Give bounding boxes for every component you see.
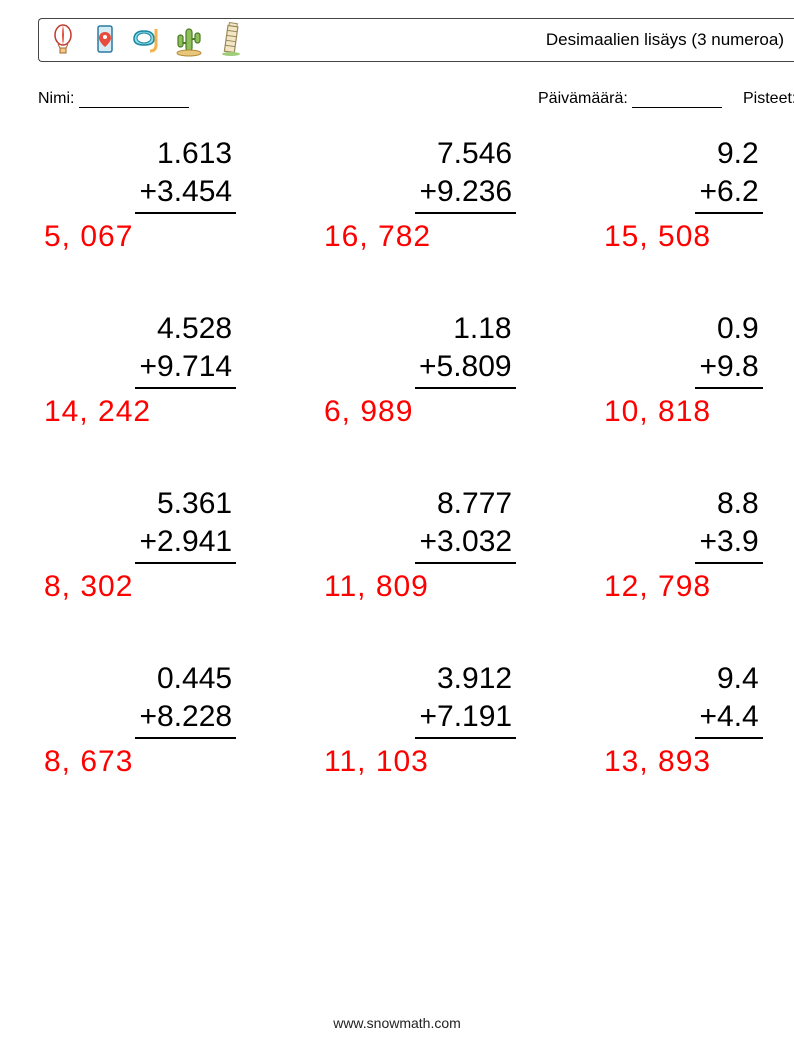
score-field: Pisteet: [743, 90, 794, 108]
problem-cell: 8.8+3.9 12, 798 [600, 485, 794, 660]
problem-answer: 12, 798 [600, 568, 794, 606]
problem-cell: 5.361+2.941 8, 302 [40, 485, 320, 660]
operand-bottom: +9.8 [699, 348, 759, 386]
operand-top: 9.2 [699, 135, 759, 173]
operand-top: 7.546 [419, 135, 512, 173]
problem-operands: 0.9+9.8 [695, 310, 763, 389]
operand-top: 0.9 [699, 310, 759, 348]
problems-grid: 1.613+3.4545, 0677.546+9.23616, 7829.2+6… [40, 135, 794, 835]
operand-bottom: +2.941 [139, 523, 232, 561]
operand-bottom: +4.4 [699, 698, 759, 736]
problem-operands: 1.18+5.809 [415, 310, 516, 389]
operand-top: 1.18 [419, 310, 512, 348]
operand-top: 1.613 [139, 135, 232, 173]
problem-cell: 0.445+8.228 8, 673 [40, 660, 320, 835]
operand-bottom: +3.9 [699, 523, 759, 561]
problem-operands: 0.445+8.228 [135, 660, 236, 739]
operand-bottom: +3.032 [419, 523, 512, 561]
operand-top: 3.912 [419, 660, 512, 698]
pisa-tower-icon [213, 22, 249, 58]
header-icons [45, 22, 249, 58]
name-label: Nimi: [38, 90, 74, 107]
problem-answer: 15, 508 [600, 218, 794, 256]
footer-url: www.snowmath.com [0, 1015, 794, 1031]
operand-bottom: +8.228 [139, 698, 232, 736]
problem-operands: 1.613+3.454 [135, 135, 236, 214]
problem-answer: 10, 818 [600, 393, 794, 431]
problem-answer: 8, 302 [40, 568, 320, 606]
problem-operands: 5.361+2.941 [135, 485, 236, 564]
problem-cell: 1.613+3.454 5, 067 [40, 135, 320, 310]
operand-top: 8.777 [419, 485, 512, 523]
operand-bottom: +5.809 [419, 348, 512, 386]
problem-cell: 8.777+3.032 11, 809 [320, 485, 600, 660]
info-row: Nimi: Päivämäärä: Pisteet: [38, 90, 794, 108]
name-field: Nimi: [38, 90, 538, 108]
cactus-icon [171, 22, 207, 58]
problem-cell: 0.9+9.8 10, 818 [600, 310, 794, 485]
operand-top: 4.528 [139, 310, 232, 348]
problem-operands: 9.2+6.2 [695, 135, 763, 214]
problem-cell: 1.18+5.809 6, 989 [320, 310, 600, 485]
problem-cell: 9.4+4.4 13, 893 [600, 660, 794, 835]
problem-cell: 7.546+9.236 16, 782 [320, 135, 600, 310]
problem-cell: 3.912+7.191 11, 103 [320, 660, 600, 835]
operand-top: 8.8 [699, 485, 759, 523]
problem-operands: 7.546+9.236 [415, 135, 516, 214]
operand-top: 9.4 [699, 660, 759, 698]
worksheet-title: Desimaalien lisäys (3 numeroa) [546, 30, 784, 50]
date-field: Päivämäärä: [538, 90, 743, 108]
operand-bottom: +9.714 [139, 348, 232, 386]
problem-operands: 9.4+4.4 [695, 660, 763, 739]
problem-answer: 16, 782 [320, 218, 600, 256]
score-label: Pisteet: [743, 90, 794, 107]
problem-answer: 13, 893 [600, 743, 794, 781]
problem-answer: 6, 989 [320, 393, 600, 431]
operand-bottom: +6.2 [699, 173, 759, 211]
operand-top: 5.361 [139, 485, 232, 523]
problem-answer: 5, 067 [40, 218, 320, 256]
problem-operands: 4.528+9.714 [135, 310, 236, 389]
operand-bottom: +7.191 [419, 698, 512, 736]
problem-operands: 3.912+7.191 [415, 660, 516, 739]
date-blank [632, 90, 722, 108]
problem-cell: 4.528+9.714 14, 242 [40, 310, 320, 485]
snorkel-icon [129, 22, 165, 58]
problem-operands: 8.777+3.032 [415, 485, 516, 564]
problem-answer: 14, 242 [40, 393, 320, 431]
operand-bottom: +3.454 [139, 173, 232, 211]
worksheet-header: Desimaalien lisäys (3 numeroa) [38, 18, 794, 62]
problem-operands: 8.8+3.9 [695, 485, 763, 564]
name-blank [79, 90, 189, 108]
operand-top: 0.445 [139, 660, 232, 698]
balloon-icon [45, 22, 81, 58]
phone-pin-icon [87, 22, 123, 58]
problem-answer: 8, 673 [40, 743, 320, 781]
operand-bottom: +9.236 [419, 173, 512, 211]
problem-answer: 11, 103 [320, 743, 600, 781]
date-label: Päivämäärä: [538, 90, 628, 107]
problem-answer: 11, 809 [320, 568, 600, 606]
problem-cell: 9.2+6.2 15, 508 [600, 135, 794, 310]
